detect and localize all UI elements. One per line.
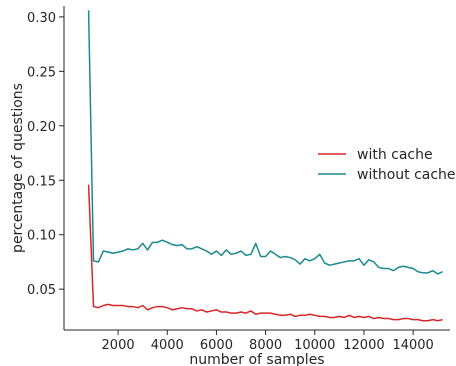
- y-tick-label: 0.05: [27, 283, 56, 298]
- x-tick-label: 4000: [151, 338, 184, 353]
- y-tick-label: 0.10: [27, 229, 56, 244]
- x-axis-label: number of samples: [189, 352, 324, 366]
- legend-label-with-cache: with cache: [357, 147, 433, 163]
- series-line-without-cache: [87, 10, 443, 275]
- x-tick-label: 14000: [392, 338, 433, 353]
- y-tick-label: 0.25: [27, 65, 56, 80]
- plot-area: 2000 4000 6000 8000 10000 12000 14000 0.05 0.10…: [27, 6, 450, 353]
- x-axis-ticks: 2000 4000 6000 8000 10000 12000 14000: [102, 330, 434, 353]
- y-axis-ticks: 0.05 0.10 0.15 0.20 0.25 0.30: [27, 11, 64, 298]
- y-axis-label: percentage of questions: [10, 83, 26, 253]
- y-tick-label: 0.20: [27, 120, 56, 135]
- series-layer: [87, 10, 443, 322]
- y-tick-label: 0.30: [27, 11, 56, 26]
- legend-label-without-cache: without cache: [357, 167, 456, 183]
- x-tick-label: 10000: [294, 338, 335, 353]
- series-line-with-cache: [87, 184, 443, 322]
- y-tick-label: 0.15: [27, 174, 56, 189]
- x-tick-label: 8000: [249, 338, 282, 353]
- x-tick-label: 12000: [343, 338, 384, 353]
- x-tick-label: 2000: [102, 338, 135, 353]
- legend: with cache without cache: [318, 147, 456, 183]
- x-tick-label: 6000: [200, 338, 233, 353]
